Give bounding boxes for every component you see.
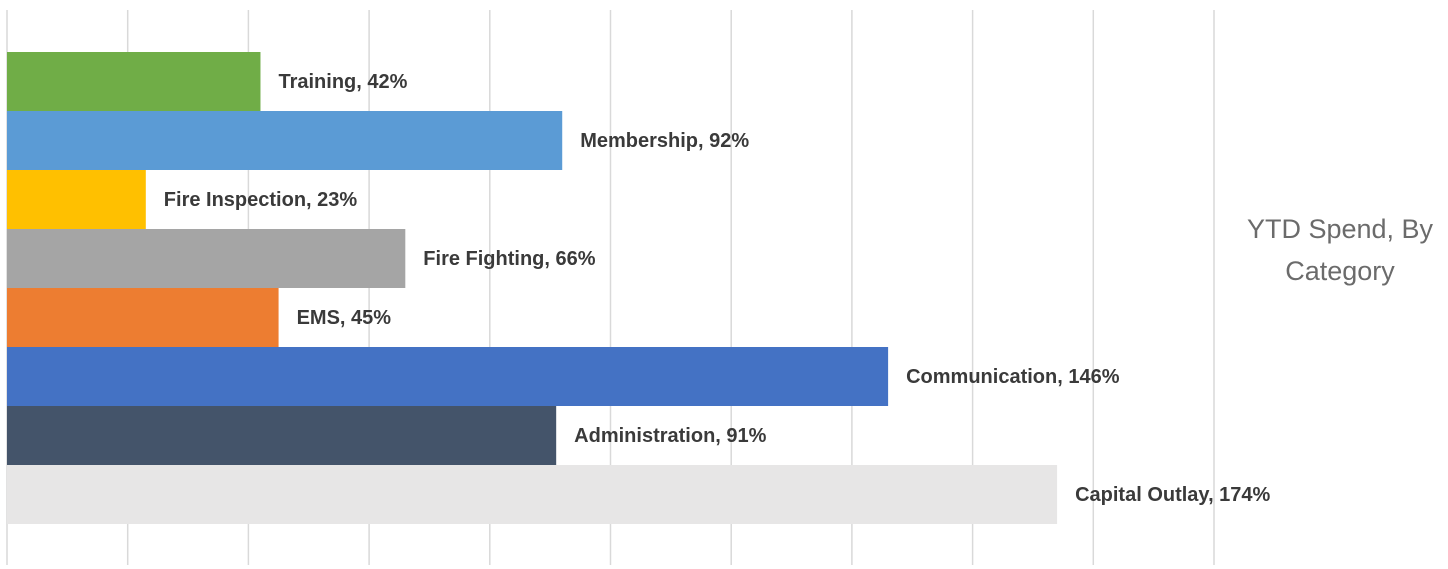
data-label: Fire Fighting, 66% [423, 248, 595, 270]
data-label: Capital Outlay, 174% [1075, 484, 1270, 506]
data-label: EMS, 45% [297, 307, 392, 329]
bar [7, 288, 279, 347]
data-label: Membership, 92% [580, 130, 749, 152]
data-label: Fire Inspection, 23% [164, 189, 358, 211]
data-label: Administration, 91% [574, 425, 766, 447]
data-label: Communication, 146% [906, 366, 1120, 388]
bar [7, 52, 261, 111]
bar [7, 406, 557, 465]
data-label: Training, 42% [278, 71, 407, 93]
bar [7, 347, 889, 406]
bar [7, 111, 563, 170]
bar [7, 465, 1058, 524]
chart-title: YTD Spend, By Category [1246, 214, 1434, 286]
bar [7, 229, 406, 288]
bar [7, 170, 146, 229]
